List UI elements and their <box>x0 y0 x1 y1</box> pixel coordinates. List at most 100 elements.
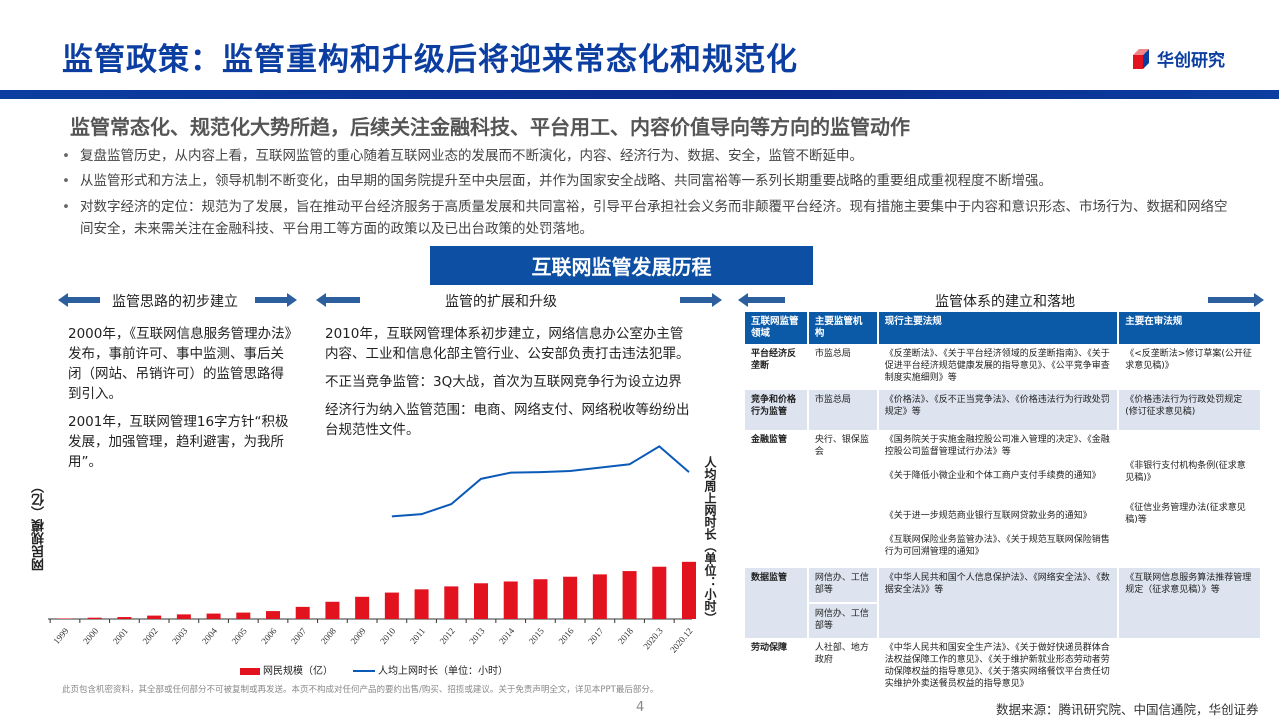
legend-label: 网民规模（亿） <box>263 666 333 677</box>
subheading: 监管常态化、规范化大势所趋，后续关注金融科技、平台用工、内容价值导向等方向的监管… <box>70 115 910 139</box>
arrow-right-icon <box>255 293 297 307</box>
x-tick-label: 2012 <box>438 626 457 646</box>
arrow-right-icon <box>680 293 722 307</box>
page-title: 监管政策：监管重构和升级后将迎来常态化和规范化 <box>62 42 798 78</box>
x-tick-label: 2014 <box>497 625 517 646</box>
legend-swatch-bar <box>240 667 260 675</box>
bar <box>295 606 310 619</box>
phase-label-expansion: 监管的扩展和升级 <box>445 294 557 310</box>
cell-current: 《国务院关于实施金融控股公司准入管理的决定》、《金融控股公司监督管理试行办法》等… <box>877 430 1120 568</box>
phase-label-initial: 监管思路的初步建立 <box>112 294 238 310</box>
table-row: 竞争和价格行为监管 市监总局 《价格法》、《反不正当竞争法》、《价格违法行为行政… <box>745 390 1262 430</box>
phase2-text-competition: 不正当竞争监管：3Q大战，首次为互联网竞争行为设立边界 <box>325 374 682 390</box>
page-number: 4 <box>636 700 645 715</box>
phase2-text-2010: 2010年，互联网管理体系初步建立，网络信息办公室办主管内容、工业和信息化部主管… <box>325 326 690 362</box>
cell-agency: 人社部、地方政府 <box>807 638 879 694</box>
bar <box>355 596 370 619</box>
table-row: 劳动保障 人社部、地方政府 《中华人民共和国安全生产法》、《关于做好快递员群体合… <box>745 638 1262 694</box>
x-tick-label: 2002 <box>140 626 159 646</box>
x-tick-label: 2013 <box>467 625 487 646</box>
cell-area: 金融监管 <box>745 430 809 568</box>
bar <box>414 589 429 619</box>
phase1-text-2000: 2000年，《互联网信息服务管理办法》发布，事前许可、事中监测、事后关闭（网站、… <box>68 326 292 402</box>
table-header-row: 互联网监管领域 主要监管机构 现行主要法规 主要在审法规 <box>745 312 1262 344</box>
x-tick-label: 2020.12 <box>668 626 694 655</box>
agency-item: 网信办、工信部等 <box>814 609 869 631</box>
x-tick-label: 2020.3 <box>641 625 665 651</box>
y-axis-label-right: 人均周上网时长（单位：小时） <box>703 456 717 624</box>
cell-pending: 《价格违法行为行政处罚规定(修订征求意见稿) <box>1118 390 1262 430</box>
disclaimer: 此页包含机密资料，其全部或任何部分不可被复制或再发送。本页不构成对任何产品的要约… <box>62 685 659 695</box>
bar <box>563 576 578 619</box>
legend-swatch-line <box>353 670 375 672</box>
arrow-left-icon <box>58 293 100 307</box>
table-row: 数据监管 网信办、工信部等 网信办、工信部等 《中华人民共和国个人信息保护法》、… <box>745 568 1262 638</box>
bar <box>87 617 102 619</box>
x-tick-label: 2010 <box>378 625 398 646</box>
cell-current: 《价格法》、《反不正当竞争法》、《价格违法行为行政处罚规定》等 <box>877 390 1120 430</box>
x-tick-label: 2007 <box>289 625 309 646</box>
bar <box>147 615 162 619</box>
agency-item: 网信办、工信部等 <box>808 568 877 604</box>
cell-area: 竞争和价格行为监管 <box>745 390 809 430</box>
bullet-item: 对数字经济的定位：规范为了发展，旨在推动平台经济服务于高质量发展和共同富裕，引导… <box>60 196 1230 240</box>
cell-pending: 《非银行支付机构条例(征求意见稿)》 《征信业务管理办法(征求意见稿)等 <box>1118 430 1262 568</box>
x-tick-label: 2008 <box>319 625 339 646</box>
cell-agency: 网信办、工信部等 网信办、工信部等 <box>807 568 879 638</box>
bar <box>176 614 191 619</box>
bar <box>58 618 72 619</box>
cell-pending: 《<反垄断法>修订草案(公开征求意见稿)》 <box>1118 344 1262 390</box>
regulation-item: 《非银行支付机构条例(征求意见稿)》 <box>1125 461 1246 483</box>
x-tick-label: 2001 <box>111 626 130 646</box>
bar <box>266 611 280 619</box>
bar <box>622 571 637 619</box>
bar <box>444 586 459 619</box>
bar <box>117 617 132 619</box>
bar <box>533 579 548 619</box>
bar <box>682 561 696 619</box>
legend-label: 人均上网时长（单位：小时） <box>378 666 508 677</box>
table-row: 平台经济反垄断 市监总局 《反垄断法》、《关于平台经济领域的反垄断指南》、《关于… <box>745 344 1262 390</box>
header-pending: 主要在审法规 <box>1118 312 1262 344</box>
bar <box>474 583 488 619</box>
x-tick-label: 2000 <box>81 625 101 646</box>
phase2-text: 2010年，互联网管理体系初步建立，网络信息办公室办主管内容、工业和信息化部主管… <box>325 324 693 440</box>
bar <box>384 592 399 619</box>
bar <box>206 613 221 619</box>
x-tick-label: 2006 <box>259 625 279 646</box>
cell-pending <box>1118 638 1262 694</box>
legend-item-line: 人均上网时长（单位：小时） <box>353 662 508 677</box>
regulation-table: 互联网监管领域 主要监管机构 现行主要法规 主要在审法规 平台经济反垄断 市监总… <box>745 312 1262 694</box>
regulation-item: 《关于进一步规范商业银行互联网贷款业务的通知》 <box>884 511 1092 521</box>
timeline-title: 互联网监管发展历程 <box>430 246 813 285</box>
cell-current: 《中华人民共和国个人信息保护法》、《网络安全法》、《数据安全法》》等 <box>877 568 1120 638</box>
line-series <box>391 445 690 518</box>
cell-current: 《反垄断法》、《关于平台经济领域的反垄断指南》、《关于促进平台经济规范健康发展的… <box>877 344 1120 390</box>
cube-logo-icon <box>1133 48 1149 69</box>
cell-current: 《中华人民共和国安全生产法》、《关于做好快递员群体合法权益保障工作的意见》、《关… <box>877 638 1120 694</box>
header-current: 现行主要法规 <box>877 312 1120 344</box>
bullet-item: 复盘监管历史，从内容上看，互联网监管的重心随着互联网业态的发展而不断演化，内容、… <box>60 145 1230 167</box>
x-tick-label: 2016 <box>556 625 576 646</box>
cell-pending: 《互联网信息服务算法推荐管理规定（征求意见稿）》等 <box>1118 568 1262 638</box>
header-bar <box>0 90 1279 99</box>
bar <box>652 566 667 619</box>
x-tick-label: 2005 <box>230 625 250 646</box>
cell-agency: 市监总局 <box>807 390 879 430</box>
header-agency: 主要监管机构 <box>807 312 879 344</box>
arrow-right-icon <box>1208 293 1264 307</box>
phase1-text: 2000年，《互联网信息服务管理办法》发布，事前许可、事中监测、事后关闭（网站、… <box>68 324 294 472</box>
legend-item-bar: 网民规模（亿） <box>240 662 333 677</box>
header-area: 互联网监管领域 <box>745 312 809 344</box>
bar <box>325 601 340 619</box>
chart-legend: 网民规模（亿） 人均上网时长（单位：小时） <box>240 662 508 677</box>
phase1-text-2001: 2001年，互联网管理16字方针“积极发展，加强管理，趋利避害，为我所用”。 <box>68 414 289 470</box>
regulation-item: 《关于降低小微企业和个体工商户支付手续费的通知》 <box>884 471 1101 481</box>
x-tick-label: 2015 <box>527 625 547 646</box>
bar <box>592 574 607 619</box>
arrow-left-icon <box>316 293 360 307</box>
bullet-item: 从监管形式和方法上，领导机制不断变化，由早期的国务院提升至中央层面，并作为国家安… <box>60 170 1230 192</box>
regulation-item: 《国务院关于实施金融控股公司准入管理的决定》、《金融控股公司监督管理试行办法》等 <box>884 435 1110 457</box>
netizen-chart: 1999 2000 2001 2002 2003 2004 2005 2006 2007 2008… <box>48 445 696 655</box>
phase2-text-economic: 经济行为纳入监管范围：电商、网络支付、网络税收等纷纷出台规范性文件。 <box>325 402 690 438</box>
